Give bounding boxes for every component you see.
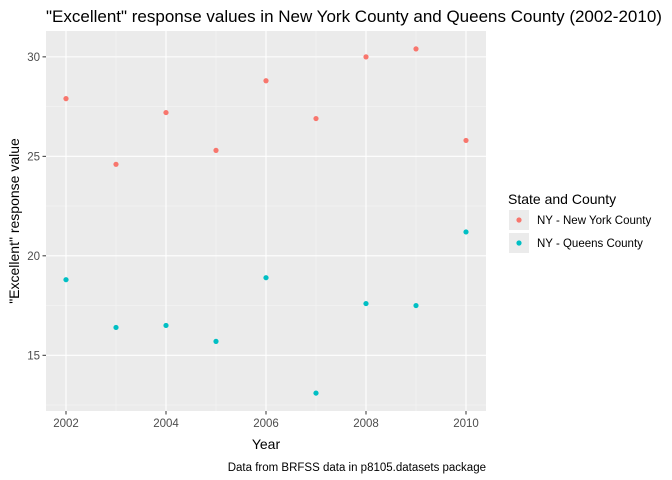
x-tick-label: 2010 <box>453 418 479 430</box>
data-point <box>363 300 369 307</box>
y-axis-ticks: 15 20 25 30 <box>27 52 46 362</box>
data-point <box>163 322 169 329</box>
data-points <box>63 46 469 396</box>
data-point <box>363 54 369 60</box>
data-point <box>113 161 119 167</box>
y-tick-label: 30 <box>27 52 40 64</box>
data-point <box>113 324 119 331</box>
y-tick-label: 15 <box>27 350 40 362</box>
data-point <box>313 390 319 396</box>
x-tick-label: 2004 <box>153 418 179 430</box>
data-point <box>413 46 419 52</box>
x-axis-ticks: 2002 2004 2006 2008 2010 <box>53 411 479 430</box>
chart-caption: Data from BRFSS data in p8105.datasets p… <box>228 462 486 474</box>
data-point <box>213 338 219 344</box>
data-point <box>313 115 319 122</box>
legend: NY - New York County NY - Queens County <box>509 210 651 253</box>
y-tick-label: 20 <box>27 251 40 263</box>
y-axis-title: "Excellent" response value <box>6 138 22 304</box>
data-point <box>463 229 469 235</box>
x-tick-label: 2008 <box>353 418 379 430</box>
data-point <box>263 78 269 84</box>
legend-label: NY - Queens County <box>537 238 643 250</box>
x-tick-label: 2006 <box>253 418 279 430</box>
data-point <box>63 96 69 102</box>
y-tick-label: 25 <box>27 151 40 163</box>
data-point <box>263 275 269 281</box>
legend-marker <box>516 217 522 223</box>
chart-title: "Excellent" response values in New York … <box>46 7 662 26</box>
data-point <box>63 277 69 283</box>
grid-major <box>46 31 486 411</box>
data-point <box>463 137 469 144</box>
legend-marker <box>516 240 522 246</box>
x-tick-label: 2002 <box>53 418 79 430</box>
data-point <box>413 302 419 309</box>
legend-title: State and County <box>508 191 616 207</box>
legend-label: NY - New York County <box>537 215 651 227</box>
data-point <box>213 147 219 153</box>
x-axis-title: Year <box>252 436 281 452</box>
data-point <box>163 109 169 116</box>
